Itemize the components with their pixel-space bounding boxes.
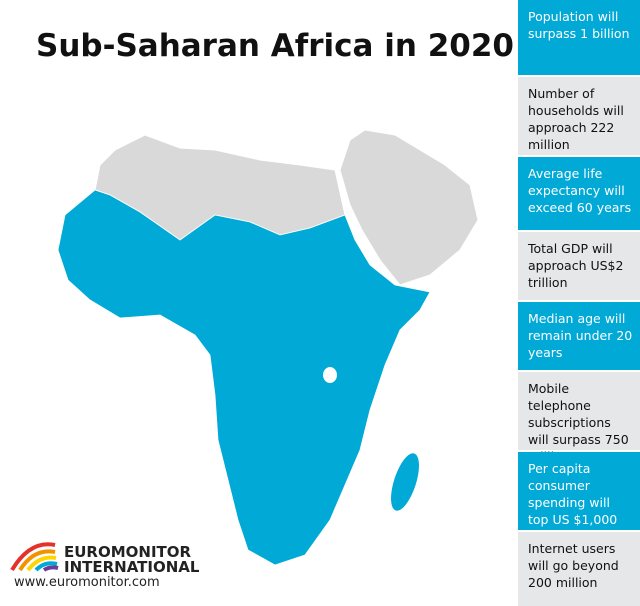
fact-panel: Average life expectancy will exceed 60 y…: [518, 157, 640, 230]
sub-saharan-africa: [57, 189, 431, 566]
fact-panel: Number of households will approach 222 m…: [518, 77, 640, 155]
title: Sub-Saharan Africa in 2020: [36, 28, 515, 64]
url: www.euromonitor.com: [14, 575, 160, 590]
facts-column: Population will surpass 1 billion Number …: [518, 0, 640, 606]
logo-text: EUROMONITOR INTERNATIONAL: [64, 545, 199, 575]
fact-panel: Internet users will go beyond 200 millio…: [518, 532, 640, 606]
map: [10, 129, 479, 572]
fact-panel: Per capita consumer spending will top US…: [518, 452, 640, 530]
fact-panel: Total GDP will approach US$2 trillion: [518, 232, 640, 300]
madagascar: [391, 453, 419, 511]
fact-panel: Median age will remain under 20 years: [518, 302, 640, 370]
fact-panel: Population will surpass 1 billion: [518, 0, 640, 75]
logo-mark: [10, 542, 59, 572]
fact-panel: Mobile telephone subscriptions will surp…: [518, 372, 640, 464]
logo-line: INTERNATIONAL: [64, 558, 200, 576]
middle-east: [339, 129, 479, 286]
lake: [323, 367, 337, 383]
logo-line: EUROMONITOR: [64, 543, 192, 561]
